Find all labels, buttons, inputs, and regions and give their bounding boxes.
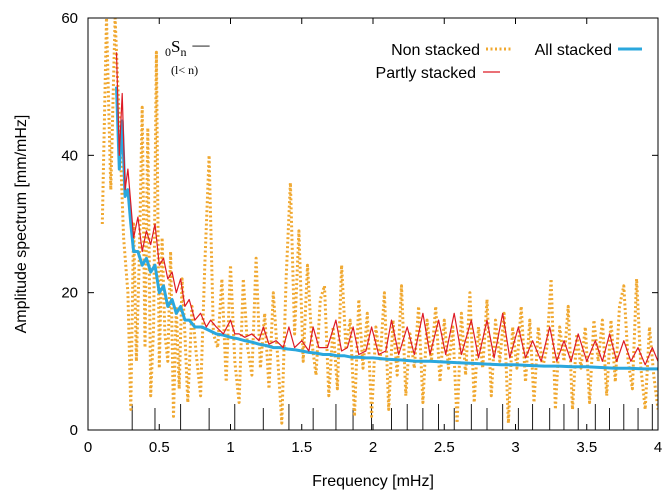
x-tick-label: 3.5 [576,439,597,456]
x-tick-label: 0 [84,439,92,456]
y-tick-label: 60 [61,10,78,27]
annotation-base: S [171,37,180,56]
annotation-condition: (l< n) [171,63,198,77]
legend-label-all-stacked: All stacked [535,42,612,59]
x-tick-label: 0.5 [149,439,170,456]
mode-annotation-label: 0Sn — [165,35,210,59]
x-axis-label: Frequency [mHz] [312,473,434,490]
y-tick-label: 40 [61,147,78,164]
x-tick-label: 3 [511,439,519,456]
annotation-presub: 0 [165,45,171,59]
y-tick-label: 20 [61,285,78,302]
legend-label-non-stacked: Non stacked [391,42,480,59]
series-partly-stacked [115,52,658,366]
x-tick-label: 4 [654,439,662,456]
x-tick-label: 2 [369,439,377,456]
y-axis-label: Amplitude spectrum [mm/mHz] [13,115,30,334]
x-tick-label: 1 [226,439,234,456]
legend-label-partly-stacked: Partly stacked [376,65,476,82]
y-tick-label: 0 [70,422,78,439]
mode-annotation: 0Sn — (l< n) [165,35,210,77]
x-tick-label: 2.5 [434,439,455,456]
series-all-stacked [115,86,658,371]
annotation-dash: — [191,35,210,54]
series-non-stacked [100,18,658,425]
x-tick-label: 1.5 [291,439,312,456]
series-layer [100,18,658,425]
annotation-sub: n [180,45,186,59]
legend: Non stacked All stacked Partly stacked [376,42,642,82]
mode-markers [131,404,653,430]
